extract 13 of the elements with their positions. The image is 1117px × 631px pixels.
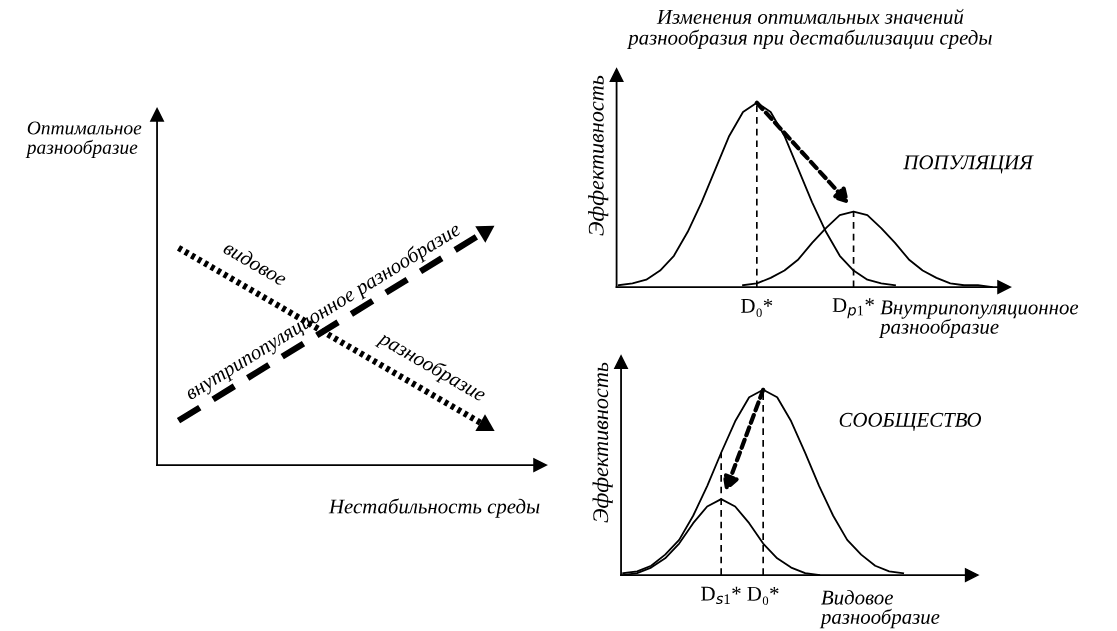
y-axis-title: Эффективность <box>588 75 609 236</box>
y-axis-title: Эффективность <box>592 362 613 523</box>
x-axis-title: Видовое разнообразие <box>819 589 940 629</box>
x-axis-title: Нестабильность среды <box>328 498 540 518</box>
chart-title: Изменения оптимальных значений разнообразия при дестабилизации среды <box>627 8 992 49</box>
x-tick-label: D₀* <box>741 299 773 317</box>
x-tick-label: D$_{s1}$* <box>701 586 741 605</box>
y-axis-title: Оптимальное разнообразие <box>25 121 142 158</box>
x-tick-label: D$_{p1}$* <box>832 298 874 319</box>
annotation: ПОПУЛЯЦИЯ <box>903 155 1034 174</box>
x-tick-label: D₀* <box>747 586 779 605</box>
annotation: СООБЩЕСТВО <box>839 412 982 431</box>
x-axis-title: Внутрипопуляционное разнообразие <box>878 300 1079 339</box>
